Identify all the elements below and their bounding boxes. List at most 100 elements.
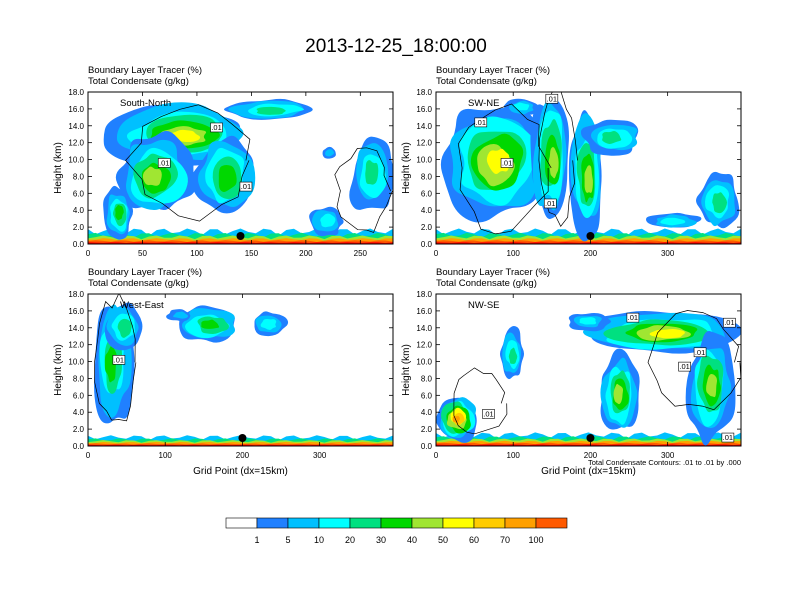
- location-marker: [586, 434, 595, 442]
- contour-label-text: .01: [483, 409, 493, 418]
- contour-label: .01: [157, 158, 171, 168]
- y-tick-label: 18.0: [68, 88, 84, 97]
- y-tick-label: 2.0: [73, 425, 85, 434]
- y-tick-label: 14.0: [68, 324, 84, 333]
- colorbar-swatch: [287, 517, 320, 529]
- tracer-field: .01 .01 .01 .01 .01 .01: [436, 294, 741, 446]
- location-marker: [238, 434, 247, 442]
- panel-2: .01 .01 .01 .01 SW-NE Boundary Layer Tracer (…: [401, 65, 742, 258]
- y-tick-label: 18.0: [416, 88, 432, 97]
- plot-frame: [87, 293, 394, 447]
- y-tick-label: 12.0: [68, 341, 84, 350]
- y-tick-label: 16.0: [416, 105, 432, 114]
- x-tick-label: 300: [661, 451, 675, 460]
- colorbar-label: 30: [376, 535, 386, 545]
- contour-label-text: .01: [723, 433, 733, 442]
- contour-label: .01: [543, 198, 557, 209]
- header-line-2: Total Condensate (g/kg): [436, 76, 537, 87]
- colorbar-label: 100: [528, 535, 543, 545]
- header-line-1: Boundary Layer Tracer (%): [436, 65, 550, 76]
- colorbar-swatch: [535, 517, 568, 529]
- location-marker: [236, 232, 245, 240]
- contour-footnote: Total Condensate Contours: .01 to .01 by…: [588, 458, 741, 467]
- x-tick-label: 100: [507, 249, 521, 258]
- contour-label-text: .01: [159, 158, 169, 167]
- y-tick-label: 12.0: [68, 139, 84, 148]
- colorbar-label: 40: [407, 535, 417, 545]
- contour-label-text: .01: [545, 199, 555, 208]
- y-tick-label: 16.0: [68, 105, 84, 114]
- y-tick-label: 18.0: [416, 290, 432, 299]
- x-tick-label: 100: [159, 451, 173, 460]
- contour-label: .01: [474, 117, 488, 128]
- x-tick-label: 0: [86, 249, 91, 258]
- colorbar-swatch: [349, 517, 382, 529]
- y-axis-label: Height (km): [53, 142, 64, 194]
- plot-frame: [435, 91, 742, 245]
- figure-title: 2013-12-25_18:00:00: [305, 36, 487, 57]
- panels: .01 .01 .01 South-North Boundary Layer Trace…: [53, 65, 742, 477]
- y-axis-label: Height (km): [401, 344, 412, 396]
- plot-frame: [87, 91, 394, 245]
- contour-label-text: .01: [114, 355, 124, 364]
- x-tick-label: 0: [434, 451, 439, 460]
- contour-label-text: .01: [241, 182, 251, 191]
- contour-label: .01: [112, 355, 126, 365]
- panel-1: .01 .01 .01 South-North Boundary Layer Trace…: [53, 65, 394, 258]
- y-tick-label: 10.0: [416, 156, 432, 165]
- colorbar-swatch: [442, 517, 475, 529]
- contour-label: .01: [693, 347, 707, 358]
- header-line-2: Total Condensate (g/kg): [436, 278, 537, 289]
- y-tick-label: 6.0: [73, 391, 85, 400]
- tracer-field: .01 .01 .01 .01: [436, 92, 741, 244]
- x-tick-label: 150: [245, 249, 259, 258]
- colorbar-label: 50: [438, 535, 448, 545]
- x-axis-label: Grid Point (dx=15km): [193, 466, 288, 477]
- contour-label: .01: [721, 432, 735, 443]
- header-line-1: Boundary Layer Tracer (%): [88, 65, 202, 76]
- y-tick-label: 8.0: [73, 374, 85, 383]
- contour-label: .01: [545, 93, 559, 104]
- contour-label-text: .01: [679, 362, 689, 371]
- colorbar-swatch: [411, 517, 444, 529]
- y-tick-label: 8.0: [421, 374, 433, 383]
- contour-label-text: .01: [502, 158, 512, 167]
- x-tick-label: 200: [236, 451, 250, 460]
- colorbar-swatch: [504, 517, 537, 529]
- contour-label-text: .01: [547, 94, 557, 103]
- contour-label: .01: [239, 181, 253, 192]
- contour-label: .01: [723, 317, 736, 328]
- plot-frame: [435, 293, 742, 447]
- y-tick-label: 10.0: [68, 358, 84, 367]
- y-tick-label: 14.0: [416, 324, 432, 333]
- colorbar: 1 5 10 20 30 40 50 60 70 100: [225, 517, 568, 545]
- y-tick-label: 10.0: [68, 156, 84, 165]
- x-tick-label: 300: [661, 249, 675, 258]
- y-tick-label: 8.0: [421, 172, 433, 181]
- contour-label: .01: [210, 122, 223, 133]
- x-axis-label: Grid Point (dx=15km): [541, 466, 636, 477]
- y-axis-label: Height (km): [53, 344, 64, 396]
- y-axis-label: Height (km): [401, 142, 412, 194]
- x-tick-label: 0: [434, 249, 439, 258]
- tracer-field: .01 .01 .01: [88, 92, 393, 244]
- x-tick-label: 300: [313, 451, 327, 460]
- y-tick-label: 4.0: [73, 206, 85, 215]
- y-tick-label: 0.0: [421, 240, 433, 249]
- colorbar-label: 5: [285, 535, 290, 545]
- y-tick-label: 16.0: [68, 307, 84, 316]
- panel-label: West-East: [120, 300, 164, 311]
- y-tick-label: 14.0: [416, 122, 432, 131]
- y-tick-label: 6.0: [421, 189, 433, 198]
- contour-label-text: .01: [695, 348, 705, 357]
- contour-label-text: .01: [476, 118, 486, 127]
- y-tick-label: 16.0: [416, 307, 432, 316]
- panel-label: NW-SE: [468, 300, 500, 311]
- y-tick-label: 0.0: [73, 442, 85, 451]
- contour-label-text: .01: [724, 318, 734, 327]
- colorbar-swatch: [318, 517, 351, 529]
- y-tick-label: 2.0: [421, 425, 433, 434]
- y-tick-label: 0.0: [73, 240, 85, 249]
- y-tick-label: 2.0: [421, 223, 433, 232]
